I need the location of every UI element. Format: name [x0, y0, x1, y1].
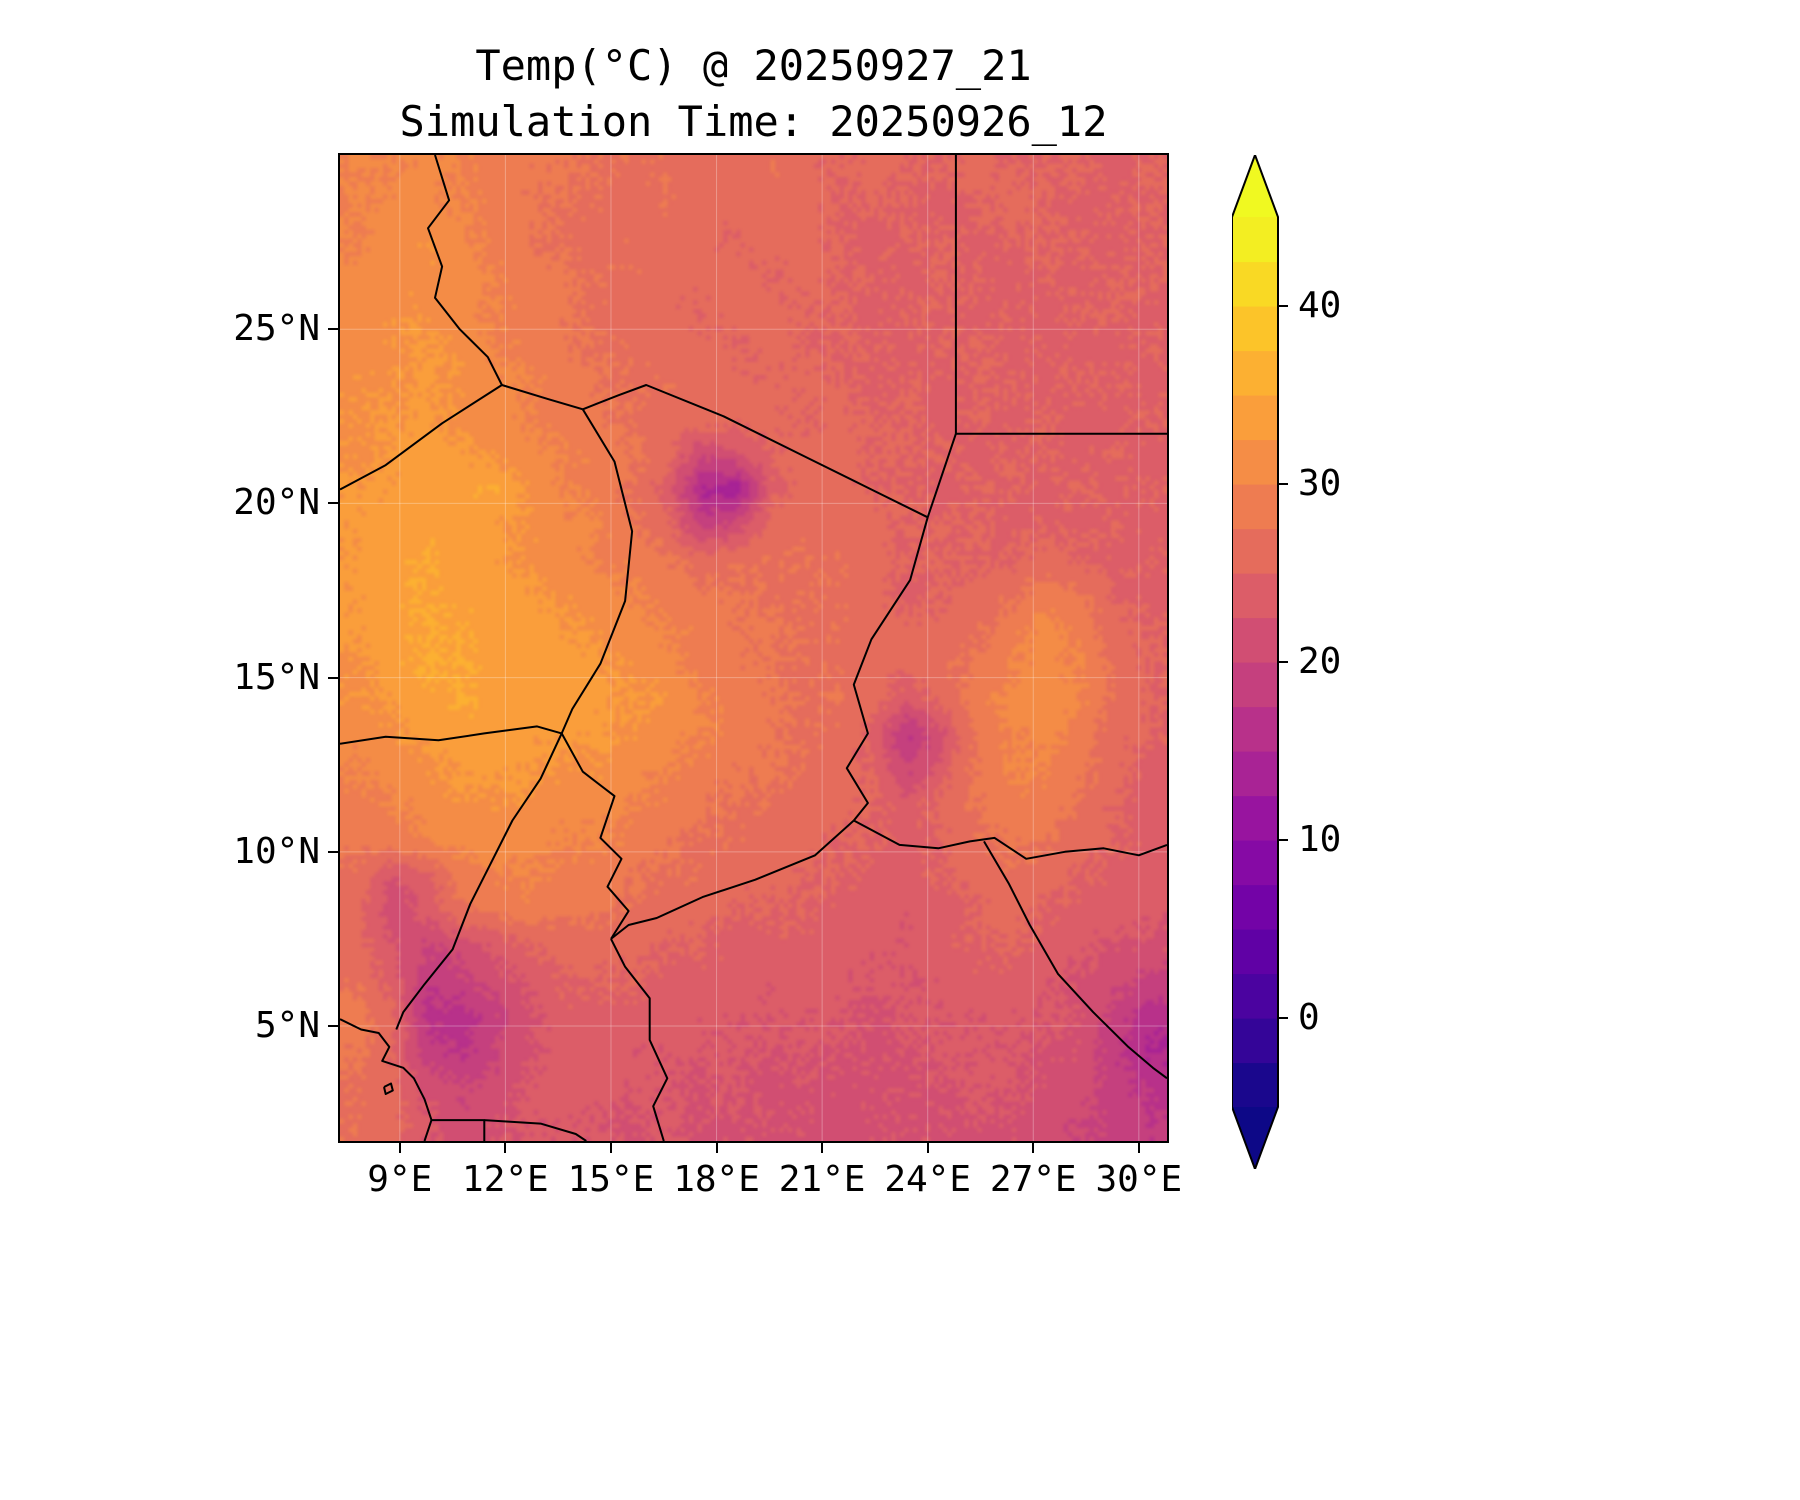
y-tick-label: 25°N	[233, 308, 320, 350]
border-algeria-niger	[340, 384, 503, 491]
colorbar-band	[1232, 929, 1278, 975]
colorbar-band	[1232, 261, 1278, 307]
x-tick-label: 21°E	[778, 1159, 866, 1200]
colorbar-band	[1232, 217, 1278, 263]
x-tick-mark	[504, 1141, 507, 1153]
colorbar-band	[1232, 795, 1278, 841]
colorbar-band	[1232, 395, 1278, 441]
border-libya-chad	[582, 384, 929, 519]
y-tick-label: 5°N	[254, 1005, 320, 1047]
y-tick-mark	[328, 850, 340, 853]
border-gabon-congo	[484, 1119, 587, 1141]
colorbar-band	[1232, 306, 1278, 352]
colorbar-outline	[1232, 155, 1279, 1169]
x-tick-label: 30°E	[1095, 1159, 1183, 1200]
colorbar-band	[1232, 973, 1278, 1019]
x-tick-mark	[398, 1141, 401, 1153]
colorbar-extend-max	[1232, 155, 1278, 217]
chart-title-line1: Temp(°C) @ 20250927_21	[475, 41, 1032, 90]
x-tick-mark	[609, 1141, 612, 1153]
colorbar	[1232, 155, 1288, 1169]
border-niger-libya	[501, 384, 584, 411]
chart-title: Temp(°C) @ 20250927_21 Simulation Time: …	[240, 38, 1267, 150]
y-tick-mark	[328, 676, 340, 679]
border-cameroon-car	[610, 938, 669, 1141]
x-tick-label: 15°E	[567, 1159, 655, 1200]
colorbar-tick-label: 20	[1298, 641, 1342, 682]
map-plot	[340, 155, 1167, 1141]
colorbar-tick-label: 0	[1298, 997, 1320, 1038]
colorbar-tick-label: 10	[1298, 819, 1342, 860]
colorbar-band	[1232, 484, 1278, 530]
y-tick-mark	[328, 1025, 340, 1028]
border-algeria-libya	[427, 155, 503, 386]
border-chad-sudan	[845, 517, 929, 822]
border-eq-guinea	[431, 1119, 486, 1141]
border-atlantic-coastline	[340, 1018, 433, 1141]
border-chad-car	[610, 819, 855, 940]
x-tick-label: 12°E	[462, 1159, 549, 1200]
temperature-field-canvas	[340, 155, 1167, 1141]
border-nigeria-cameroon	[395, 732, 563, 1030]
border-bioko-island	[383, 1082, 394, 1095]
colorbar-band	[1232, 840, 1278, 886]
x-tick-mark	[821, 1141, 824, 1153]
x-tick-mark	[715, 1141, 718, 1153]
y-tick-label: 20°N	[233, 482, 320, 524]
y-tick-label: 15°N	[233, 656, 320, 698]
colorbar-band	[1232, 1018, 1278, 1064]
map-overlay-svg	[340, 155, 1167, 1141]
border-sudan-south-sudan	[853, 819, 1167, 860]
colorbar-band	[1232, 439, 1278, 485]
colorbar-band	[1232, 617, 1278, 663]
x-tick-label: 9°E	[367, 1159, 433, 1200]
chart-title-line2: Simulation Time: 20250926_12	[399, 97, 1108, 146]
x-tick-mark	[1032, 1141, 1035, 1153]
colorbar-extend-min	[1232, 1107, 1278, 1169]
x-tick-label: 24°E	[884, 1159, 972, 1200]
border-chad-cameroon	[560, 732, 630, 940]
colorbar-band	[1232, 350, 1278, 396]
border-libya-sudan	[926, 433, 957, 518]
border-niger-nigeria	[340, 725, 562, 745]
colorbar-band	[1232, 662, 1278, 708]
x-tick-mark	[1137, 1141, 1140, 1153]
colorbar-band	[1232, 1062, 1278, 1108]
y-tick-label: 10°N	[233, 830, 320, 872]
border-car-south-sudan	[983, 840, 1167, 1080]
colorbar-band	[1232, 751, 1278, 797]
y-tick-mark	[328, 502, 340, 505]
colorbar-band	[1232, 573, 1278, 619]
colorbar-band	[1232, 528, 1278, 574]
x-tick-mark	[926, 1141, 929, 1153]
colorbar-tick-label: 30	[1298, 463, 1342, 504]
y-tick-mark	[328, 328, 340, 331]
border-niger-chad	[560, 408, 634, 734]
x-tick-label: 18°E	[673, 1159, 760, 1200]
colorbar-band	[1232, 884, 1278, 930]
colorbar-band	[1232, 706, 1278, 752]
x-tick-label: 27°E	[989, 1159, 1077, 1200]
colorbar-tick-label: 40	[1298, 285, 1342, 326]
